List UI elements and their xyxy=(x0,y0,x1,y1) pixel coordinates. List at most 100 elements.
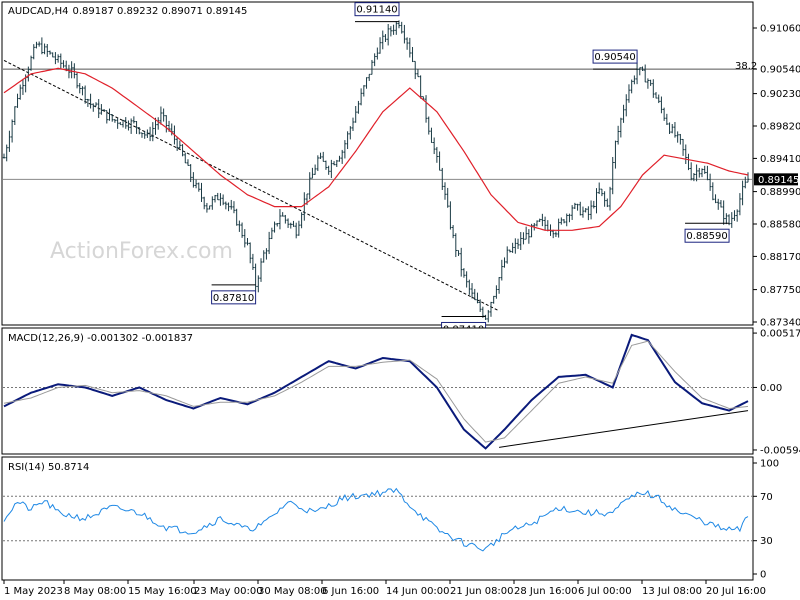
candle xyxy=(224,201,228,210)
candle xyxy=(276,223,279,227)
candle xyxy=(32,44,35,60)
candle xyxy=(343,140,347,159)
candle xyxy=(8,130,11,152)
candle xyxy=(21,78,25,95)
candle xyxy=(346,131,349,150)
candle xyxy=(717,198,720,210)
candle xyxy=(54,52,57,65)
candle xyxy=(29,55,33,71)
candle xyxy=(476,292,479,304)
candle xyxy=(598,182,601,194)
current-price-marker xyxy=(754,173,798,186)
candle xyxy=(5,144,8,162)
candle xyxy=(378,37,382,54)
candle xyxy=(679,133,682,145)
candle xyxy=(129,118,133,134)
candle xyxy=(27,66,30,82)
candle xyxy=(454,233,458,258)
annotation-box xyxy=(684,228,730,243)
candle xyxy=(560,217,563,225)
candle xyxy=(92,103,95,112)
candle xyxy=(538,218,541,222)
candle xyxy=(451,225,455,239)
candle xyxy=(735,209,739,222)
x-axis-label: 23 May 00:00 xyxy=(194,586,263,597)
x-axis-label: 6 Jul 00:00 xyxy=(578,586,632,597)
candle xyxy=(62,60,65,68)
candle xyxy=(738,193,742,216)
candle xyxy=(119,122,122,126)
candle xyxy=(703,165,706,174)
candle xyxy=(138,127,141,135)
candle xyxy=(654,92,658,99)
candle xyxy=(646,78,650,89)
candle xyxy=(359,88,363,106)
candle xyxy=(262,250,265,263)
candle xyxy=(154,117,157,135)
candle xyxy=(108,108,111,121)
price-annotation: 0.88590 xyxy=(684,222,730,243)
candle xyxy=(473,288,476,301)
candle xyxy=(581,206,585,218)
candle xyxy=(649,79,652,86)
candle xyxy=(435,146,439,163)
candle xyxy=(162,108,165,122)
candle xyxy=(424,95,428,123)
candle xyxy=(460,247,463,277)
candle xyxy=(386,23,390,46)
candle xyxy=(240,222,244,238)
candle xyxy=(270,227,274,240)
candle xyxy=(630,79,633,94)
candle xyxy=(643,64,647,83)
candle xyxy=(541,213,544,227)
price-axis-label: 0.87340 xyxy=(760,318,800,329)
candle xyxy=(711,182,715,201)
candle xyxy=(351,117,355,131)
candle xyxy=(673,122,677,138)
candle xyxy=(595,188,598,214)
candle xyxy=(116,118,119,129)
candle xyxy=(232,201,236,214)
candle xyxy=(470,283,474,299)
candle xyxy=(392,24,395,35)
candle xyxy=(124,117,127,129)
candle xyxy=(633,75,636,85)
candle xyxy=(592,200,595,209)
candle xyxy=(543,216,547,231)
candle xyxy=(608,186,612,211)
ohlc-label: 0.89187 0.89232 0.89071 0.89145 xyxy=(72,6,247,17)
candle xyxy=(665,113,669,125)
candle xyxy=(303,192,306,221)
candle xyxy=(2,153,6,159)
candle xyxy=(140,132,144,138)
current-price-label: 0.89145 xyxy=(758,175,799,186)
candle xyxy=(706,165,709,181)
price-axis-label: 0.90540 xyxy=(760,65,800,76)
candle xyxy=(197,182,200,192)
price-axis-label: 0.91060 xyxy=(760,24,800,35)
candle xyxy=(175,136,179,151)
candle xyxy=(335,159,338,168)
candle xyxy=(181,144,184,157)
candle xyxy=(411,47,414,63)
candle xyxy=(497,277,501,294)
candle xyxy=(338,155,341,162)
fib-level-label: 38.2 xyxy=(735,61,757,72)
candle xyxy=(565,213,568,227)
candle xyxy=(200,182,203,202)
candle xyxy=(121,119,125,128)
macd-axis-label: -0.005947 xyxy=(760,445,800,456)
candle xyxy=(70,61,73,79)
candle xyxy=(589,200,593,220)
candle xyxy=(151,122,154,142)
candle xyxy=(46,44,49,57)
candle xyxy=(257,275,260,293)
macd-trendline xyxy=(499,410,749,448)
candle xyxy=(37,41,41,47)
candle xyxy=(603,191,606,207)
candle xyxy=(519,232,522,251)
candle xyxy=(281,212,284,217)
macd-axis-label: 0.00 xyxy=(760,383,782,394)
candle xyxy=(514,238,517,254)
